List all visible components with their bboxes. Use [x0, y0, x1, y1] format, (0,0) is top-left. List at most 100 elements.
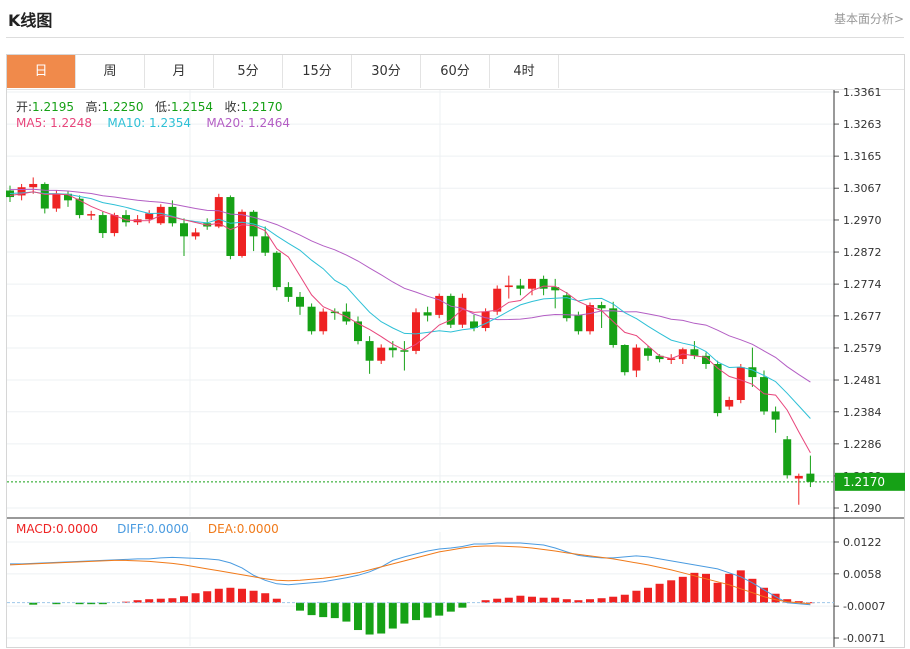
candle-body — [307, 306, 316, 332]
candle-body — [806, 473, 815, 482]
ma5-value: 1.2248 — [50, 116, 93, 130]
tab-60min[interactable]: 60分 — [421, 55, 490, 88]
last-price-tag-label: 1.2170 — [843, 475, 885, 489]
candle-body — [586, 305, 594, 332]
ma5-label: MA5: — [16, 116, 47, 130]
macd-tick-label: -0.0007 — [843, 600, 885, 613]
chart-panel — [6, 54, 905, 648]
macd-histogram-bar — [609, 596, 618, 603]
candle-body — [609, 308, 618, 346]
macd-histogram-bar — [319, 602, 328, 618]
candle-body — [354, 321, 362, 342]
candle-body — [168, 206, 177, 224]
macd-histogram-bar — [806, 602, 815, 604]
candle-body — [412, 312, 420, 351]
macd-histogram-bar — [713, 582, 722, 603]
candle-body — [620, 345, 629, 373]
ma20-value: 1.2464 — [248, 116, 291, 130]
macd-legend: MACD:0.0000 DIFF:0.0000 DEA:0.0000 — [16, 522, 279, 536]
macd-histogram-bar — [539, 597, 548, 603]
candle-body — [690, 349, 699, 356]
candle-body — [516, 285, 525, 289]
candle-body — [226, 197, 235, 256]
macd-histogram-bar — [528, 596, 536, 603]
price-tick-label: 1.3067 — [843, 182, 882, 195]
tab-day[interactable]: 日 — [7, 55, 76, 88]
candle-body — [644, 348, 652, 356]
price-tick-label: 1.3263 — [843, 118, 882, 131]
candle-body — [736, 367, 745, 400]
diff-value: 0.0000 — [146, 522, 189, 536]
candle-body — [794, 475, 803, 479]
candle-body — [702, 355, 710, 364]
macd-histogram-bar — [435, 602, 444, 616]
macd-value: 0.0000 — [56, 522, 99, 536]
macd-histogram-bar — [412, 602, 420, 621]
tab-4hour[interactable]: 4时 — [490, 55, 559, 88]
macd-histogram-bar — [620, 594, 629, 603]
ma20-label: MA20: — [206, 116, 245, 130]
header-divider — [6, 37, 904, 38]
macd-histogram-bar — [191, 593, 200, 603]
macd-histogram-bar — [342, 602, 351, 622]
macd-histogram-bar — [156, 598, 165, 603]
macd-histogram-bar — [736, 570, 745, 603]
macd-histogram-bar — [122, 601, 130, 603]
candle-body — [330, 311, 339, 314]
macd-histogram-bar — [133, 600, 142, 603]
candle-body — [29, 183, 38, 188]
candle-body — [6, 190, 14, 198]
candle-body — [214, 197, 223, 227]
candle-body — [191, 232, 200, 237]
macd-tick-label: 0.0058 — [843, 568, 882, 581]
candle-body — [261, 236, 270, 253]
tab-30min[interactable]: 30分 — [352, 55, 421, 88]
open-label: 开: — [16, 100, 33, 114]
tab-month[interactable]: 月 — [145, 55, 214, 88]
macd-histogram-bar — [377, 602, 386, 634]
tab-15min[interactable]: 15分 — [283, 55, 352, 88]
high-label: 高: — [85, 100, 102, 114]
macd-histogram-bar — [75, 602, 84, 605]
candle-body — [655, 355, 664, 360]
candle-body — [748, 367, 757, 378]
low-value: 1.2154 — [171, 100, 214, 114]
macd-histogram-bar — [760, 587, 768, 603]
high-value: 1.2250 — [101, 100, 144, 114]
price-tick-label: 1.2286 — [843, 438, 882, 451]
candle-body — [98, 215, 107, 234]
macd-histogram-bar — [771, 593, 780, 603]
macd-diff-line — [10, 542, 811, 606]
macd-histogram-bar — [52, 602, 61, 605]
ohlc-legend: 开:1.2195 高:1.2250 低:1.2154 收:1.2170 — [16, 98, 283, 115]
macd-histogram-bar — [29, 602, 38, 605]
candle-body — [713, 363, 722, 414]
macd-histogram-bar — [667, 580, 676, 603]
tab-5min[interactable]: 5分 — [214, 55, 283, 88]
macd-histogram-bar — [481, 600, 490, 603]
macd-histogram-bar — [655, 583, 664, 603]
macd-histogram-bar — [272, 598, 281, 603]
price-tick-label: 1.2774 — [843, 278, 882, 291]
diff-label: DIFF: — [117, 522, 147, 536]
macd-dea-line — [9, 545, 811, 605]
candle-body — [145, 213, 154, 220]
candle-body — [180, 223, 188, 237]
macd-histogram-bar — [214, 588, 223, 603]
macd-tick-label: 0.0122 — [843, 536, 882, 549]
candle-body — [110, 215, 119, 234]
candle-body — [238, 211, 246, 256]
tab-week[interactable]: 周 — [76, 55, 145, 88]
macd-histogram-bar — [330, 602, 339, 619]
candle-body — [365, 341, 374, 361]
page-title: K线图 — [8, 11, 53, 30]
price-tick-label: 1.2481 — [843, 374, 882, 387]
fundamental-analysis-link[interactable]: 基本面分析> — [833, 12, 904, 26]
candle-body — [122, 215, 130, 223]
macd-label: MACD: — [16, 522, 57, 536]
macd-histogram-bar — [690, 572, 699, 603]
candle-body — [75, 198, 84, 216]
candle-body — [17, 187, 26, 196]
candle-body — [667, 358, 676, 360]
